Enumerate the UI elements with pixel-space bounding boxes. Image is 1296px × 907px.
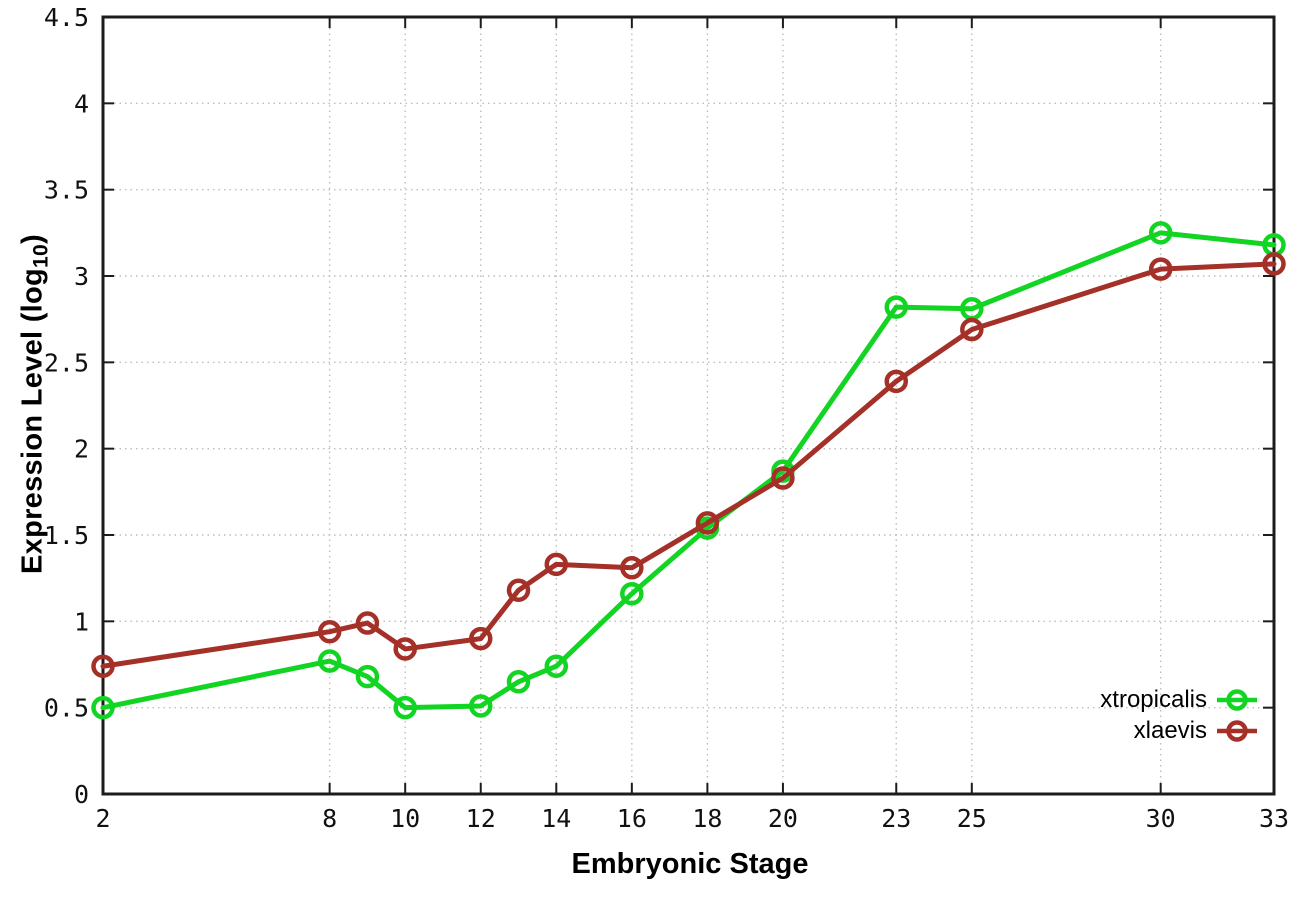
legend-marker-xlaevis-icon — [1217, 719, 1257, 742]
data-point — [355, 664, 380, 689]
data-point — [884, 295, 909, 319]
legend-item-xlaevis: xlaevis — [1134, 715, 1260, 746]
data-point — [468, 626, 493, 651]
legend-label-xtropicalis: xtropicalis — [1100, 685, 1207, 713]
svg-text:33: 33 — [1259, 804, 1289, 833]
svg-text:2: 2 — [95, 804, 110, 833]
svg-text:4.5: 4.5 — [44, 3, 89, 32]
data-point — [960, 317, 984, 342]
svg-text:30: 30 — [1146, 804, 1176, 833]
series-xlaevis — [91, 252, 1286, 678]
data-point — [544, 654, 569, 678]
svg-text:3.5: 3.5 — [44, 176, 89, 205]
data-point — [1148, 257, 1173, 281]
svg-text:10: 10 — [390, 804, 420, 833]
data-point — [695, 511, 720, 535]
data-point — [506, 578, 531, 603]
data-point — [393, 637, 417, 661]
svg-text:23: 23 — [881, 804, 911, 833]
svg-text:16: 16 — [617, 804, 647, 833]
data-point — [355, 611, 380, 635]
svg-text:20: 20 — [768, 804, 798, 833]
data-point — [544, 552, 569, 577]
data-point — [506, 670, 531, 694]
svg-text:12: 12 — [466, 804, 496, 833]
data-point — [91, 695, 115, 720]
legend-label-xlaevis: xlaevis — [1133, 716, 1207, 744]
x-tick-labels: 2 8 10 12 14 16 18 20 23 25 30 33 — [95, 804, 1289, 833]
data-point — [393, 695, 417, 720]
svg-text:2: 2 — [74, 435, 89, 464]
y-axis-title-post: ) — [16, 234, 49, 244]
svg-text:1.5: 1.5 — [44, 521, 89, 550]
data-point — [317, 619, 342, 644]
data-point — [91, 654, 115, 678]
legend-item-xtropicalis: xtropicalis — [1100, 684, 1260, 715]
svg-text:3: 3 — [74, 262, 89, 291]
series-xtropicalis — [91, 221, 1286, 720]
data-point — [884, 369, 909, 394]
svg-text:14: 14 — [541, 804, 571, 833]
y-tick-labels: 0 0.5 1 1.5 2 2.5 3 3.5 4 4.5 — [44, 3, 89, 809]
svg-text:18: 18 — [692, 804, 722, 833]
data-point — [468, 694, 493, 718]
plot-border — [101, 15, 1276, 796]
y-axis-title: Expression Level (log10) — [16, 234, 53, 574]
data-point — [771, 466, 795, 490]
y-axis-title-pre: Expression Level (log — [16, 267, 49, 574]
svg-text:2.5: 2.5 — [44, 348, 89, 377]
svg-text:1: 1 — [74, 607, 89, 636]
x-axis-title: Embryonic Stage — [571, 848, 809, 880]
svg-text:0.5: 0.5 — [44, 694, 89, 723]
svg-text:25: 25 — [957, 804, 987, 833]
data-point — [1148, 221, 1173, 245]
data-point — [620, 581, 644, 606]
legend-marker-xtropicalis-icon — [1217, 688, 1257, 711]
y-axis-title-subscript: 10 — [29, 243, 53, 268]
svg-text:0: 0 — [74, 780, 89, 809]
tick-marks — [102, 16, 1275, 795]
svg-text:4: 4 — [74, 89, 89, 118]
data-point — [317, 649, 342, 673]
data-point — [1262, 252, 1286, 276]
svg-text:8: 8 — [322, 804, 337, 833]
gridlines — [103, 17, 1274, 794]
legend: xtropicalis xlaevis — [1100, 684, 1260, 746]
data-point — [620, 556, 644, 580]
